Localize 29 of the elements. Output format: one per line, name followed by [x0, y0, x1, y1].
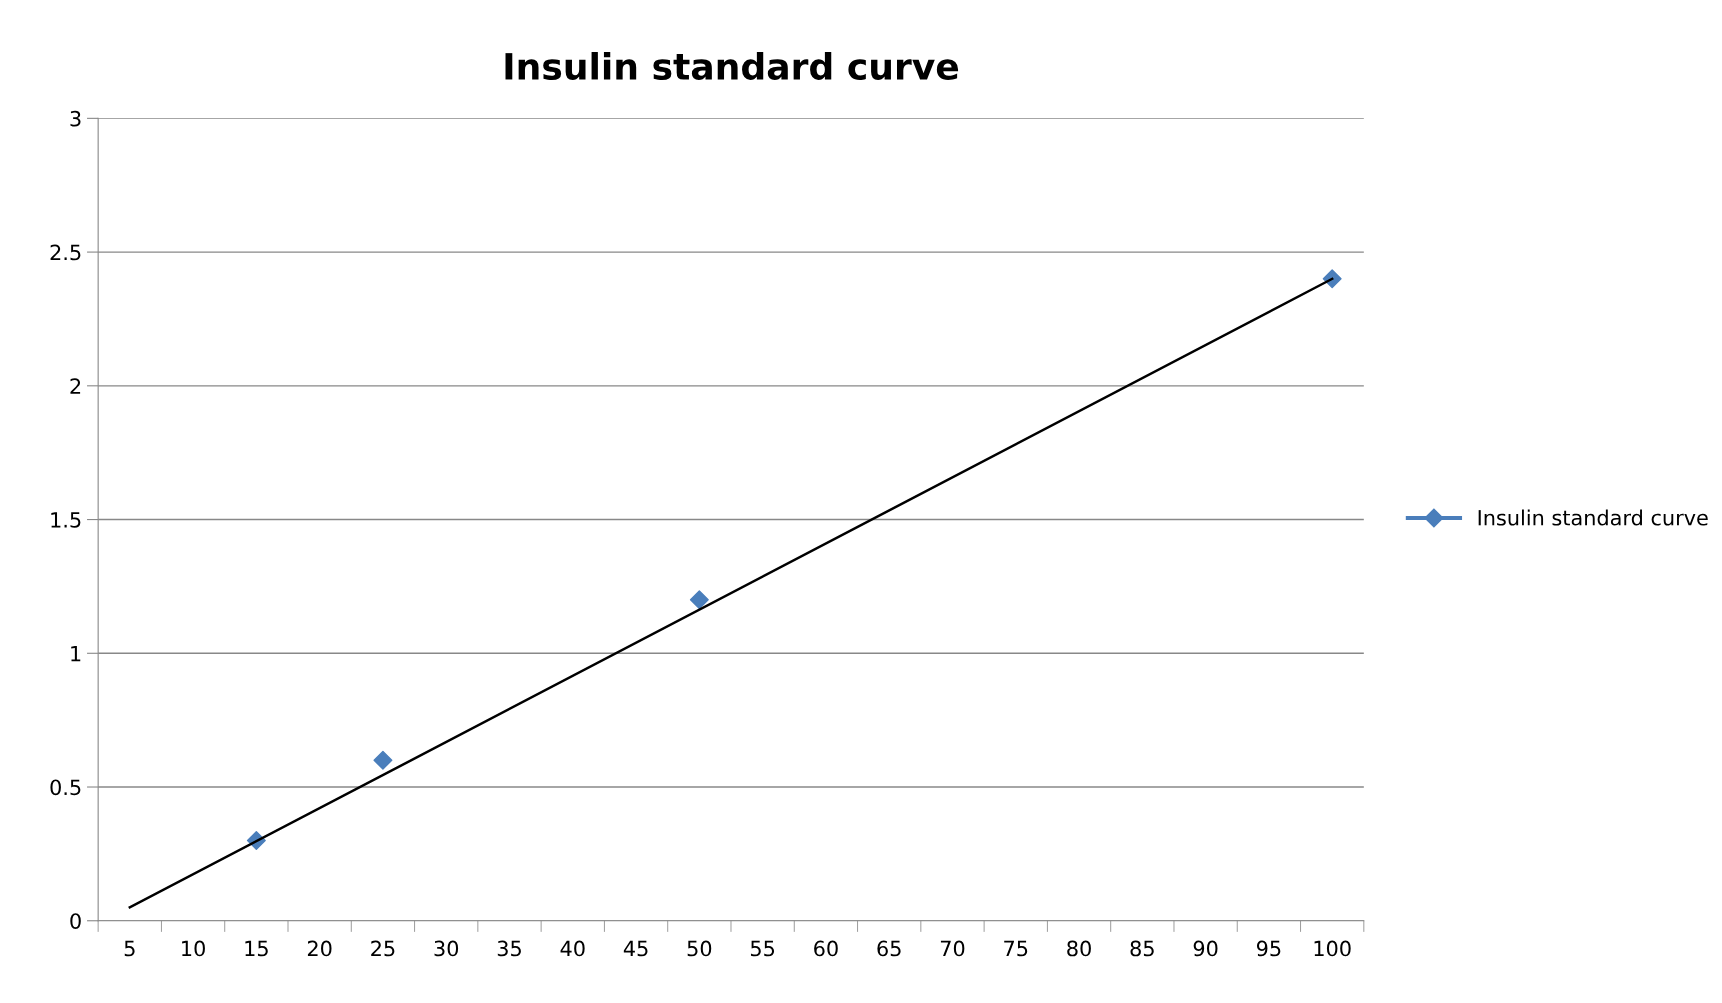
y-tick-label: 1.5 [51, 512, 81, 528]
x-tick-label: 40 [560, 940, 585, 957]
x-tick-label: 100 [1314, 940, 1351, 957]
x-tick-label: 85 [1130, 940, 1154, 957]
x-tick-label: 30 [434, 940, 459, 957]
y-tick-label: 0.5 [50, 779, 81, 796]
x-tick-label: 55 [750, 940, 775, 957]
x-tick-label: 20 [307, 940, 332, 957]
x-tick-label: 95 [1256, 940, 1281, 957]
x-tick-label: 10 [182, 940, 205, 957]
x-tick-label: 5 [124, 940, 135, 957]
y-tick-label: 0 [70, 913, 81, 929]
y-tick-label: 2 [70, 378, 81, 394]
x-tick-label: 45 [623, 940, 648, 957]
x-tick-label: 75 [1004, 940, 1028, 957]
y-tick-label: 3 [70, 110, 81, 127]
x-tick-label: 90 [1193, 940, 1218, 957]
x-tick-label: 65 [877, 940, 901, 957]
x-tick-label: 15 [245, 940, 268, 957]
chart-title: Insulin standard curve [505, 52, 959, 80]
y-tick-label: 1 [71, 646, 81, 662]
x-tick-label: 70 [940, 940, 965, 957]
x-tick-label: 60 [814, 940, 838, 957]
x-tick-label: 35 [497, 940, 521, 957]
x-tick-label: 80 [1067, 940, 1091, 957]
y-tick-label: 2.5 [50, 244, 81, 261]
x-tick-label: 50 [687, 940, 712, 957]
x-tick-label: 25 [371, 940, 395, 957]
legend-label: Insulin standard curve [1478, 509, 1708, 526]
